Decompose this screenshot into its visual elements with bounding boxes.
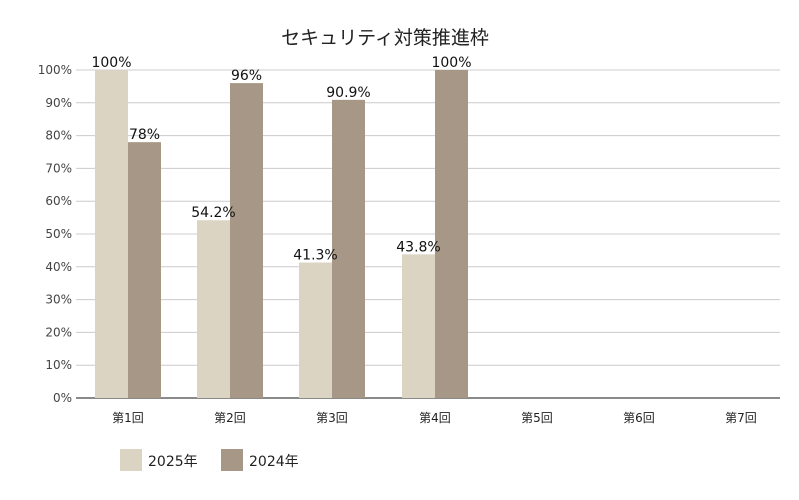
- data-label: 41.3%: [293, 248, 337, 264]
- y-tick-label: 30%: [45, 293, 72, 307]
- bar-series-2: [435, 70, 468, 398]
- data-label: 96%: [231, 68, 262, 84]
- x-axis-categories: 第1回 第2回 第3回 第4回 第5回 第6回 第7回: [112, 411, 757, 425]
- data-label: 54.2%: [191, 205, 235, 221]
- bar-series-1: [299, 262, 332, 398]
- bar-series-1: [95, 70, 128, 398]
- y-tick-label: 20%: [45, 325, 72, 339]
- bar-series-2: [332, 99, 365, 399]
- y-tick-label: 40%: [45, 260, 72, 274]
- x-category-label: 第6回: [623, 411, 655, 425]
- chart-title: セキュリティ対策推進枠: [281, 27, 489, 49]
- bar-series-2: [128, 142, 161, 398]
- data-labels: 100% 54.2% 41.3% 43.8% 78% 96% 90.9% 100%: [91, 55, 471, 264]
- legend-swatch: [221, 449, 243, 471]
- legend-swatch: [120, 449, 142, 471]
- bar-series-2: [230, 83, 263, 399]
- y-tick-label: 80%: [45, 129, 72, 143]
- bar-series-1: [197, 220, 230, 398]
- y-tick-label: 100%: [38, 63, 72, 77]
- data-label: 90.9%: [326, 85, 370, 101]
- y-axis-ticks: 0% 10% 20% 30% 40% 50% 60% 70% 80% 90% 100%: [38, 63, 72, 405]
- data-label: 100%: [431, 55, 471, 71]
- x-category-label: 第1回: [112, 411, 144, 425]
- data-label: 100%: [91, 55, 131, 71]
- data-label: 43.8%: [396, 239, 440, 255]
- x-category-label: 第4回: [419, 411, 451, 425]
- legend: 2025年 2024年: [120, 449, 299, 471]
- y-tick-label: 90%: [45, 96, 72, 110]
- x-category-label: 第7回: [725, 411, 757, 425]
- y-tick-label: 60%: [45, 194, 72, 208]
- y-tick-label: 10%: [45, 358, 72, 372]
- legend-label: 2025年: [148, 454, 198, 470]
- bar-series-1: [402, 254, 435, 398]
- data-label: 78%: [129, 127, 160, 143]
- y-tick-label: 70%: [45, 161, 72, 175]
- y-tick-label: 0%: [53, 391, 72, 405]
- bars: [95, 70, 468, 399]
- x-category-label: 第5回: [521, 411, 553, 425]
- x-category-label: 第3回: [316, 411, 348, 425]
- y-tick-label: 50%: [45, 227, 72, 241]
- x-category-label: 第2回: [214, 411, 246, 425]
- legend-label: 2024年: [249, 454, 299, 470]
